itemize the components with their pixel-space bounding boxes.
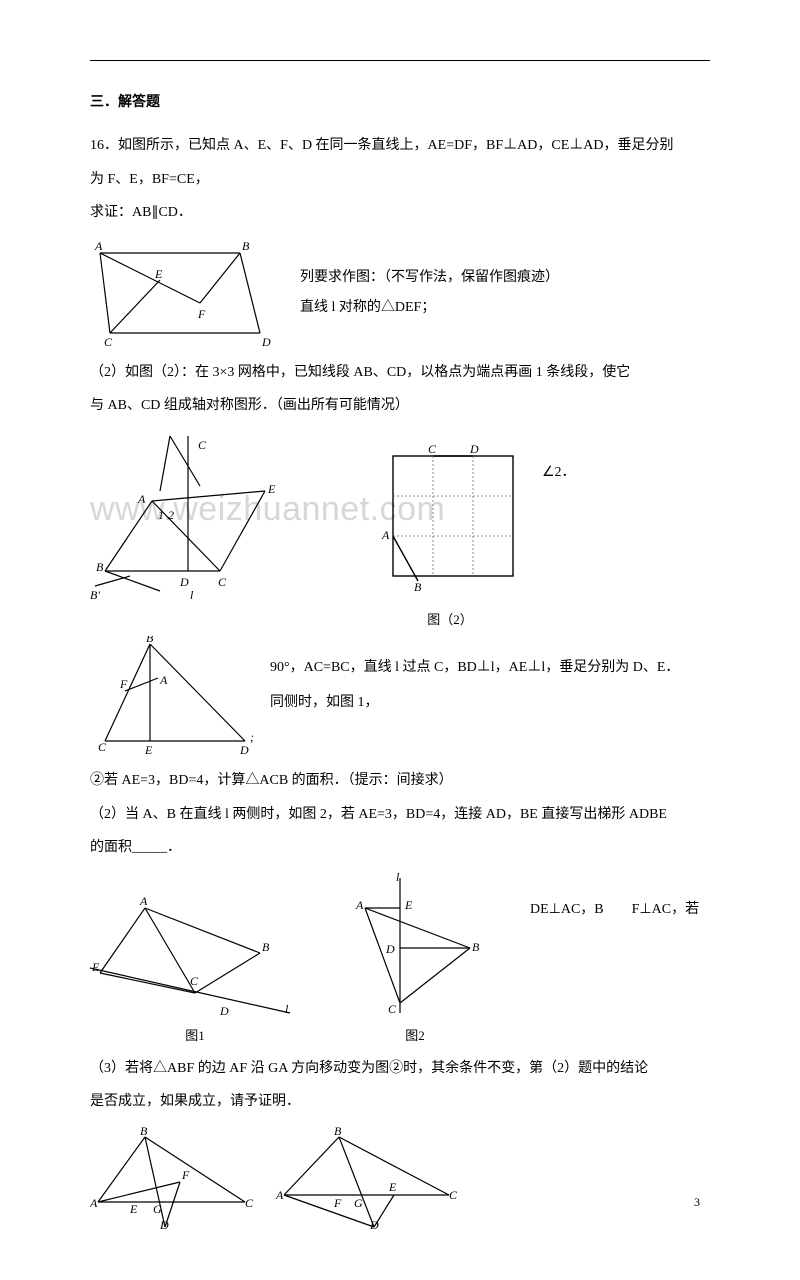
svg-text:B: B: [472, 940, 480, 954]
svg-text:B: B: [140, 1127, 148, 1138]
fig1-label: 图1: [90, 1025, 300, 1044]
svg-text:C: C: [98, 740, 107, 754]
q20-fig-left: B A E G F C D: [90, 1127, 260, 1232]
svg-text:F: F: [333, 1196, 342, 1210]
svg-text:D: D: [469, 442, 479, 456]
svg-text:A: A: [275, 1188, 284, 1202]
svg-text:B: B: [242, 239, 250, 253]
svg-text:A: A: [159, 673, 168, 687]
svg-text:B: B: [334, 1127, 342, 1138]
q17c-line1: （2）如图（2）：在 3×3 网格中，已知线段 AB、CD，以格点为端点再画 1…: [90, 356, 710, 390]
svg-text:A: A: [137, 492, 146, 506]
q20-figures: B A E G F C D: [90, 1127, 710, 1232]
svg-text:D: D: [219, 1004, 229, 1018]
svg-text:C: C: [245, 1196, 254, 1210]
q19-text-a: 90°，AC=BC，直线 l 过点 C，BD⊥l，AE⊥l，垂足分别为 D、E．: [270, 656, 679, 676]
svg-text:E: E: [404, 898, 413, 912]
svg-text:l: l: [190, 588, 194, 601]
svg-text:1: 1: [158, 508, 164, 522]
svg-text:D: D: [261, 335, 271, 348]
svg-text:C: C: [449, 1188, 458, 1202]
svg-text:A: A: [139, 894, 148, 908]
svg-text:C: C: [104, 335, 113, 348]
q19-fig2: l A E D B C: [340, 873, 490, 1023]
q20b-line2: 是否成立，如果成立，请予证明．: [90, 1085, 710, 1119]
svg-text:F: F: [119, 677, 128, 691]
q19-figure-row: B F A C E D ; 90°，AC=BC，直线 l 过点 C，BD⊥l，A…: [90, 636, 710, 756]
q17-text-a: 列要求作图：（不写作法，保留作图痕迹）: [300, 266, 559, 286]
q16-line3: 求证：AB∥CD．: [90, 196, 710, 230]
svg-text:D: D: [239, 743, 249, 756]
svg-text:l: l: [396, 873, 400, 884]
q20-fig-right: B A F G E C D: [274, 1127, 464, 1232]
svg-text:G: G: [153, 1202, 162, 1216]
q19-fig1: A B E C D l: [90, 893, 300, 1023]
svg-text:A: A: [94, 239, 103, 253]
svg-text:G: G: [354, 1196, 363, 1210]
svg-text:C: C: [198, 438, 207, 452]
svg-text:E: E: [144, 743, 153, 756]
svg-text:E: E: [154, 267, 163, 281]
svg-text:A: A: [355, 898, 364, 912]
q16-figure-row: A B C D E F 列要求作图：（不写作法，保留作图痕迹） 直线 l 对称的…: [90, 238, 710, 348]
svg-text:B: B: [146, 636, 154, 645]
svg-text:E: E: [91, 960, 100, 974]
section-title: 三．解答题: [90, 91, 710, 111]
svg-text:D: D: [179, 575, 189, 589]
svg-text:B: B: [96, 560, 104, 574]
q16-line1: 16．如图所示，已知点 A、E、F、D 在同一条直线上，AE=DF，BF⊥AD，…: [90, 129, 710, 163]
svg-text:C: C: [428, 442, 437, 456]
svg-text:F: F: [181, 1168, 190, 1182]
fig2-label: 图（2）: [400, 609, 500, 628]
q19-text-b: 同侧时，如图 1，: [270, 691, 379, 711]
svg-text:D: D: [159, 1218, 169, 1232]
angle-2-text: ∠2．: [542, 461, 576, 481]
svg-text:2: 2: [168, 508, 174, 522]
q17c-line2: 与 AB、CD 组成轴对称图形．（画出所有可能情况）: [90, 389, 710, 423]
svg-text:A: A: [90, 1196, 98, 1210]
q19-figure-small: B F A C E D ;: [90, 636, 260, 756]
q19d-line1: （2）当 A、B 在直线 l 两侧时，如图 2，若 AE=3，BD=4，连接 A…: [90, 798, 710, 832]
q18-figure-right-grid: C D A B: [378, 441, 528, 591]
svg-text:E: E: [388, 1180, 397, 1194]
svg-text:D: D: [369, 1218, 379, 1232]
q19d-line2: 的面积_____．: [90, 831, 710, 865]
q16-line2: 为 F、E，BF=CE，: [90, 163, 710, 197]
horizontal-rule: [90, 60, 710, 61]
q20a-text: DE⊥AC，B F⊥AC，若: [530, 898, 699, 918]
svg-text:E: E: [267, 482, 276, 496]
svg-text:F: F: [197, 307, 206, 321]
q16-figure: A B C D E F: [90, 238, 280, 348]
svg-text:B': B': [90, 588, 100, 601]
svg-text:l: l: [285, 1002, 289, 1016]
svg-text:E: E: [129, 1202, 138, 1216]
q17-text-b: 直线 l 对称的△DEF；: [300, 296, 435, 316]
svg-text:C: C: [388, 1002, 397, 1016]
q19-figures: A B E C D l 图1: [90, 873, 710, 1044]
svg-text:B: B: [414, 580, 422, 591]
q18-figure-row: C A 12 E B D C B' l: [90, 431, 710, 601]
q18-figure-left: C A 12 E B D C B' l: [90, 431, 280, 601]
svg-text:C: C: [218, 575, 227, 589]
fig2b-label: 图2: [340, 1025, 490, 1044]
svg-text:D: D: [385, 942, 395, 956]
svg-text:A: A: [381, 528, 390, 542]
q20b-line1: （3）若将△ABF 的边 AF 沿 GA 方向移动变为图②时，其余条件不变，第（…: [90, 1052, 710, 1086]
svg-text:;: ;: [250, 730, 254, 744]
svg-text:C: C: [190, 974, 199, 988]
q19c: ②若 AE=3，BD=4，计算△ACB 的面积．（提示：间接求）: [90, 764, 710, 798]
svg-text:B: B: [262, 940, 270, 954]
